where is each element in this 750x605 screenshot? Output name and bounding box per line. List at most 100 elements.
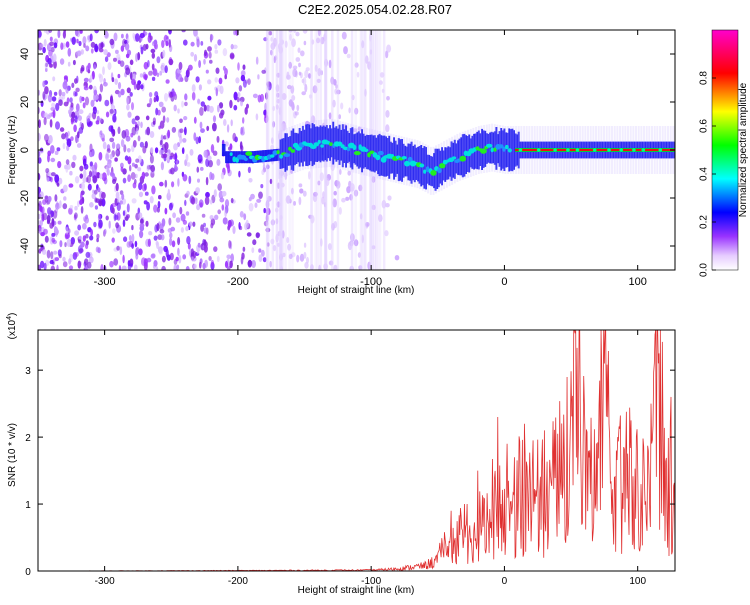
snr-x-ticks: -300 -200 -100 0 100	[95, 330, 646, 587]
spectrogram-noise-mark	[126, 241, 132, 248]
spectrogram-noise-mark	[108, 220, 111, 229]
spectrogram-noise-mark	[62, 261, 68, 268]
spectrogram-noise-mark	[83, 163, 89, 170]
spectrogram-noise-mark	[107, 62, 112, 71]
spectrogram-noise-mark	[182, 138, 187, 143]
spectrogram-noise-mark	[157, 109, 161, 116]
spectrogram-noise-mark	[195, 136, 199, 145]
spectrogram-noise-mark	[207, 95, 212, 101]
spectrogram-ridge-band	[287, 136, 290, 166]
spectrogram-noise-mark	[124, 155, 129, 161]
spectrogram-noise-mark	[203, 104, 207, 112]
spectrogram-noise-mark	[196, 204, 201, 211]
spectrogram-noise-mark	[290, 168, 293, 174]
spectrogram-noise-mark	[295, 31, 300, 37]
spectrogram-ridge-dot	[641, 148, 646, 152]
spectrogram-noise-mark	[199, 106, 204, 116]
spectrogram-noise-mark	[200, 128, 205, 134]
spectrogram-noise-mark	[292, 65, 298, 70]
spectrogram-noise-mark	[92, 175, 97, 184]
spectrogram-noise-mark	[186, 67, 190, 77]
spectrogram-noise-mark	[139, 32, 145, 39]
spectrogram-noise-mark	[185, 153, 189, 162]
spectrogram-noise-mark	[304, 70, 309, 78]
spectrogram-noise-mark	[62, 30, 66, 39]
spectrogram-ridge-core	[401, 156, 407, 160]
spectrogram-noise-mark	[184, 126, 187, 136]
spectrogram-noise-mark	[237, 62, 240, 71]
spectrogram-noise-mark	[208, 105, 214, 113]
spectrogram-noise-mark	[127, 111, 132, 118]
spectrogram-noise-mark	[158, 195, 162, 200]
spectrogram-ridge-band	[458, 138, 461, 176]
spectrogram-noise-mark	[161, 255, 166, 263]
spectrogram-ridge-core	[459, 155, 467, 162]
spectrogram-noise-mark	[115, 222, 119, 229]
spectrogram-noise-mark	[126, 97, 129, 105]
spectrogram-noise-mark	[215, 67, 220, 74]
spectrogram-noise-mark	[178, 61, 183, 71]
snr-frame	[37, 329, 676, 572]
spectrogram-noise-mark	[205, 191, 210, 198]
spectrogram-ridge-core	[313, 142, 320, 147]
spectrogram-noise-mark	[251, 260, 256, 268]
spectrogram-noise-mark	[248, 202, 254, 212]
spectrogram-noise-mark	[151, 63, 155, 71]
spectrogram-noise-mark	[149, 35, 153, 41]
spectrogram-noise-mark	[90, 48, 94, 54]
spectrogram-noise-mark	[147, 60, 150, 68]
spectrogram-noise-mark	[242, 79, 247, 88]
spectrogram-noise-mark	[154, 147, 159, 154]
spectrogram-noise-mark	[199, 261, 202, 269]
spectrogram-noise-mark	[172, 212, 177, 219]
spectrogram-noise-mark	[44, 133, 49, 142]
spectrogram-ridge-core	[502, 146, 506, 152]
spectrogram-noise-mark	[311, 39, 315, 45]
spectrogram-noise-mark	[281, 123, 287, 131]
spectrogram-noise-mark	[98, 43, 101, 51]
spectrogram-noise-mark	[120, 45, 125, 52]
spectrogram-noise-mark	[134, 163, 138, 169]
spectrogram-noise-mark	[170, 226, 176, 232]
spectrogram-noise-mark	[117, 73, 121, 79]
spectrogram-noise-mark	[210, 259, 214, 267]
spectrogram-x-tick-label: -100	[360, 276, 382, 288]
spectrogram-noise-mark	[47, 171, 52, 177]
spectrogram-ridge-halo	[499, 125, 502, 173]
spectrogram-noise-mark	[291, 101, 295, 111]
spectrogram-noise-mark	[221, 190, 227, 197]
spectrogram-noise-mark	[303, 251, 307, 259]
spectrogram-noise-mark	[46, 214, 51, 223]
spectrogram-noise-mark	[293, 201, 296, 206]
spectrogram-noise-mark	[53, 225, 57, 233]
spectrogram-ridge-band	[303, 129, 306, 162]
spectrogram-noise-mark	[246, 232, 252, 237]
spectrogram-noise-mark	[184, 93, 188, 101]
spectrogram-ridge-band	[356, 132, 359, 167]
spectrogram-ridge-band	[319, 125, 322, 163]
spectrogram-noise-mark	[77, 260, 82, 269]
spectrogram-ridge-halo	[381, 131, 384, 180]
spectrogram-ridge-dot	[658, 148, 663, 152]
spectrogram-noise-mark	[78, 127, 84, 134]
spectrogram-noise-mark	[155, 95, 159, 102]
spectrogram-noise-mark	[87, 183, 92, 191]
spectrogram-noise-mark	[97, 187, 101, 193]
spectrogram-noise-mark	[42, 212, 48, 221]
spectrogram-noise-mark	[74, 115, 78, 123]
spectrogram-noise-mark	[258, 254, 263, 262]
spectrogram-noise-mark	[91, 70, 95, 80]
spectrogram-noise-mark	[72, 154, 77, 161]
spectrogram-noise-mark	[332, 198, 338, 208]
spectrogram-noise-mark	[53, 250, 58, 255]
spectrogram-noise-mark	[140, 121, 143, 128]
spectrogram-noise-mark	[270, 37, 273, 42]
spectrogram-noise-mark	[153, 235, 158, 241]
spectrogram-noise-mark	[111, 237, 115, 243]
spectrogram-noise-mark	[82, 102, 86, 109]
snr-x-tick-label: 100	[629, 576, 646, 587]
spectrogram-noise-mark	[42, 46, 46, 54]
colorbar-label: Normalized spectral amplitude	[738, 82, 749, 217]
spectrogram-ridge-halo	[277, 130, 280, 179]
spectrogram-noise-mark	[243, 213, 247, 221]
